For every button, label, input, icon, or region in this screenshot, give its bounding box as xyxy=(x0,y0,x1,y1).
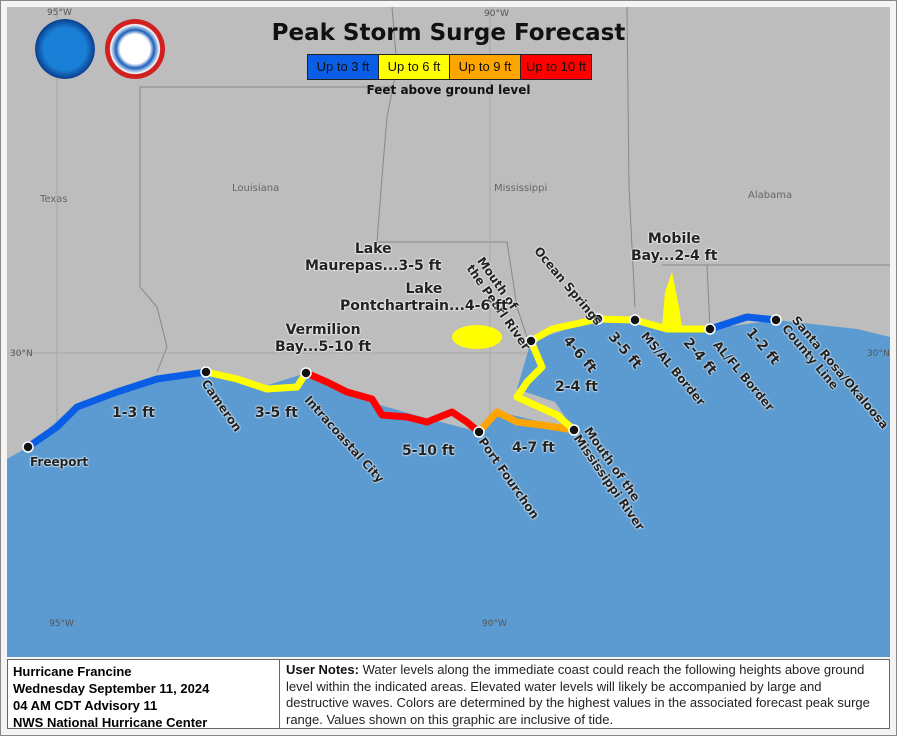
user-notes-panel: User Notes: Water levels along the immed… xyxy=(280,659,890,729)
legend-subtitle: Feet above ground level xyxy=(366,83,531,97)
surge-label-vermilion-bay: Vermilion Bay...5-10 ft xyxy=(275,322,372,355)
storm-info-panel: Hurricane Francine Wednesday September 1… xyxy=(7,659,280,730)
gulf-of-mexico xyxy=(7,319,890,657)
surge-segment-blue-east xyxy=(706,313,780,333)
tx-la-border xyxy=(139,87,168,373)
surge-label-pontchartrain: Lake Pontchartrain...4-6 ft xyxy=(340,281,508,314)
surge-label-cameron-vermilion: 3-5 ft xyxy=(255,405,298,421)
map-canvas xyxy=(7,7,890,657)
points xyxy=(22,313,782,453)
lon-90-top: 90°W xyxy=(484,9,509,19)
al-fl-south-border xyxy=(706,264,711,330)
lon-95-bottom: 95°W xyxy=(49,619,74,629)
surge-segment-red xyxy=(302,369,483,436)
surge-label-vermilion-fourchon: 5-10 ft xyxy=(402,443,455,459)
lat-30-left: 30°N xyxy=(10,349,33,359)
lat-30-right: 30°N xyxy=(867,349,890,359)
state-alabama: Alabama xyxy=(748,190,793,201)
surge-label-maurepas: Lake Maurepas...3-5 ft xyxy=(305,241,442,274)
notes-text: Water levels along the immediate coast c… xyxy=(286,662,870,727)
advisory: 04 AM CDT Advisory 11 xyxy=(13,698,158,713)
notes-label: User Notes: xyxy=(286,662,359,677)
state-mississippi: Mississippi xyxy=(494,183,548,194)
lon-90-bottom: 90°W xyxy=(482,619,507,629)
issuing-office: NWS National Hurricane Center xyxy=(13,715,208,730)
page-title: Peak Storm Surge Forecast xyxy=(271,20,626,46)
surge-segment-orange xyxy=(475,408,578,436)
legend: Up to 3 ft Up to 6 ft Up to 9 ft Up to 1… xyxy=(307,54,592,80)
surge-label-mobile-bay: Mobile Bay...2-4 ft xyxy=(631,231,718,264)
legend-item-9ft: Up to 9 ft xyxy=(450,55,521,79)
nws-logo xyxy=(105,19,165,79)
legend-item-10ft: Up to 10 ft xyxy=(521,55,591,79)
noaa-logo xyxy=(35,19,95,79)
lon-95-top: 95°W xyxy=(47,8,72,18)
surge-label-freeport-cameron: 1-3 ft xyxy=(112,405,155,421)
place-freeport: Freeport xyxy=(30,455,89,469)
surge-segment-blue-west xyxy=(24,368,210,451)
surge-segment-yellow-sw xyxy=(202,368,310,393)
surge-label-fourchon-mouth: 4-7 ft xyxy=(512,440,555,456)
state-texas: Texas xyxy=(40,194,68,205)
legend-item-3ft: Up to 3 ft xyxy=(308,55,379,79)
storm-name: Hurricane Francine xyxy=(13,664,132,679)
lake-pontchartrain xyxy=(452,325,502,349)
legend-item-6ft: Up to 6 ft xyxy=(379,55,450,79)
state-louisiana: Louisiana xyxy=(232,183,280,194)
surge-label-mouth-pearl: 2-4 ft xyxy=(555,379,598,395)
forecast-date: Wednesday September 11, 2024 xyxy=(13,681,210,696)
ms-al-border xyxy=(626,7,636,308)
mobile-bay xyxy=(662,272,682,327)
surge-map: Peak Storm Surge Forecast Up to 3 ft Up … xyxy=(7,7,890,657)
